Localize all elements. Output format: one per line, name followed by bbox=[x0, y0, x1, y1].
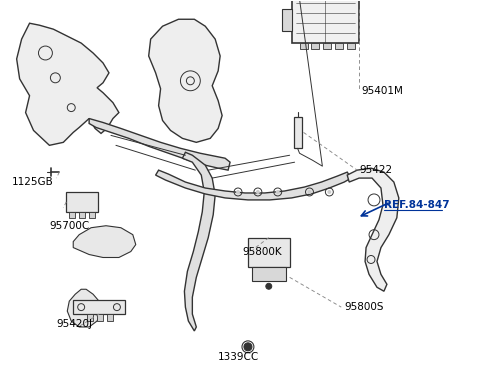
Polygon shape bbox=[89, 119, 230, 170]
Bar bbox=[292, 0, 359, 43]
Text: 95420J: 95420J bbox=[56, 319, 92, 329]
Circle shape bbox=[327, 190, 331, 194]
Circle shape bbox=[256, 190, 260, 194]
Text: 95422: 95422 bbox=[359, 165, 392, 175]
Circle shape bbox=[266, 283, 272, 289]
Bar bbox=[300, 43, 308, 49]
Text: 95800S: 95800S bbox=[344, 302, 384, 312]
Polygon shape bbox=[347, 168, 399, 291]
Bar bbox=[79, 212, 85, 218]
Bar bbox=[87, 314, 93, 321]
Polygon shape bbox=[149, 19, 222, 143]
Bar bbox=[73, 300, 125, 314]
Bar bbox=[107, 314, 113, 321]
Polygon shape bbox=[156, 170, 351, 200]
Circle shape bbox=[236, 190, 240, 194]
Bar bbox=[66, 192, 98, 212]
Bar bbox=[89, 212, 95, 218]
Text: 1339CC: 1339CC bbox=[218, 352, 259, 362]
Polygon shape bbox=[17, 23, 119, 145]
Bar bbox=[294, 116, 301, 148]
Bar bbox=[248, 238, 289, 267]
Bar bbox=[97, 314, 103, 321]
Polygon shape bbox=[67, 289, 101, 327]
Text: 95700C: 95700C bbox=[49, 221, 90, 231]
Polygon shape bbox=[73, 226, 136, 257]
Bar bbox=[347, 43, 355, 49]
Bar bbox=[324, 43, 331, 49]
Bar bbox=[252, 267, 286, 281]
Bar bbox=[282, 9, 292, 31]
Circle shape bbox=[276, 190, 280, 194]
Bar bbox=[312, 43, 319, 49]
Bar bbox=[336, 43, 343, 49]
Text: REF.84-847: REF.84-847 bbox=[384, 200, 450, 210]
Text: 95401M: 95401M bbox=[361, 86, 403, 96]
Polygon shape bbox=[182, 152, 215, 331]
Text: 1125GB: 1125GB bbox=[12, 177, 53, 187]
Bar bbox=[69, 212, 75, 218]
Text: 95800K: 95800K bbox=[242, 246, 282, 257]
Circle shape bbox=[308, 190, 312, 194]
Circle shape bbox=[244, 343, 252, 351]
